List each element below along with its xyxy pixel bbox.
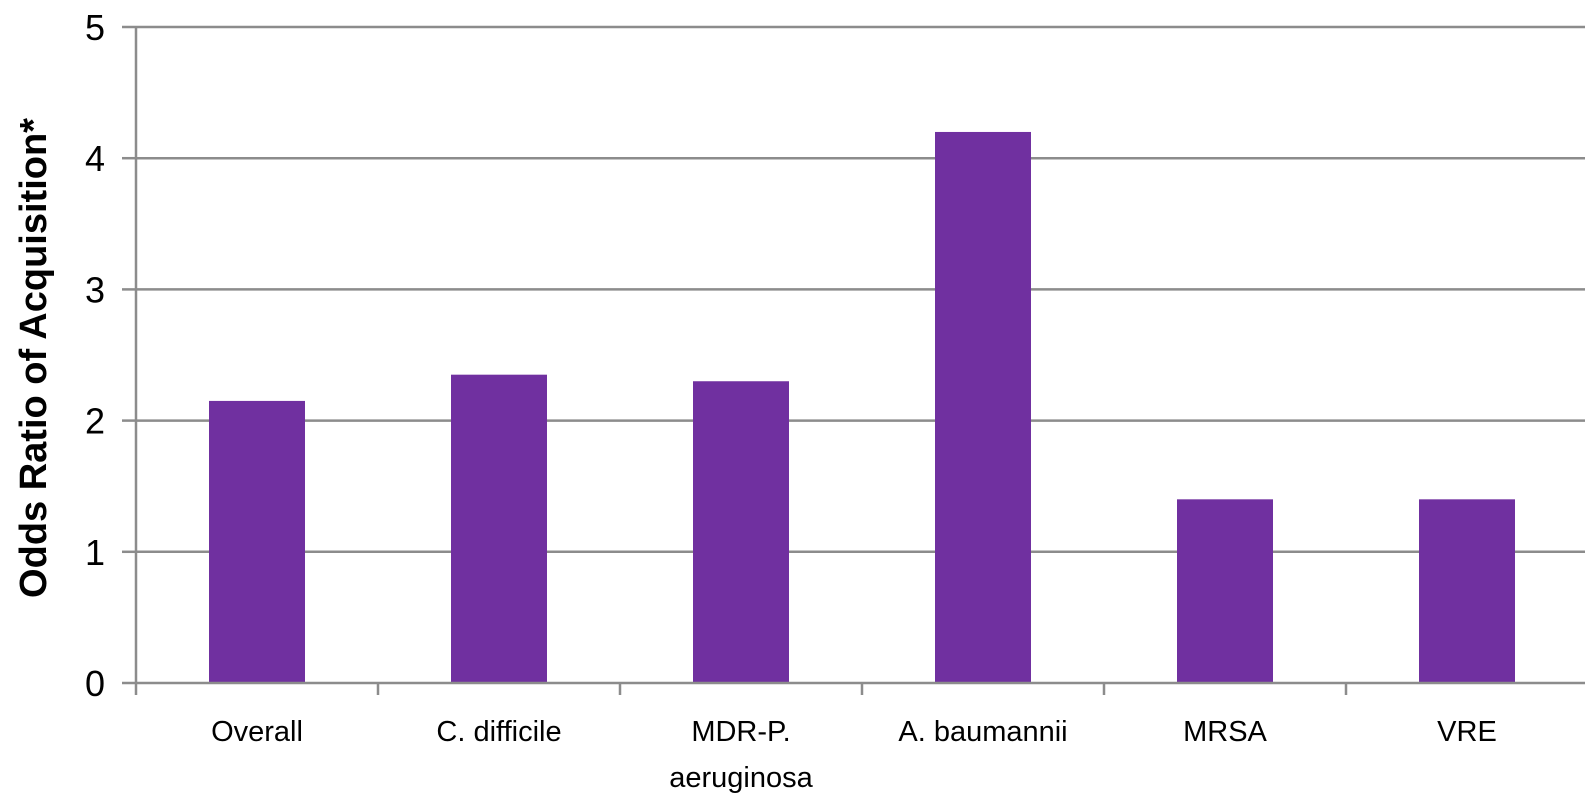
bar <box>1419 499 1515 683</box>
bar <box>451 374 547 683</box>
x-tick-labels: Overall C. difficile MDR-P. aeruginosa A. ba… <box>211 716 1497 794</box>
x-tick-label: VRE <box>1437 716 1497 748</box>
axes <box>122 25 1585 695</box>
bar <box>1177 499 1273 683</box>
x-tick-label-line: MDR-P. <box>691 716 790 748</box>
x-tick-label-line: aeruginosa <box>669 762 813 793</box>
bar <box>693 381 789 683</box>
x-tick-label-line: MRSA <box>1183 716 1267 748</box>
y-tick-label: 5 <box>85 7 105 48</box>
bar <box>935 131 1031 683</box>
y-tick-label: 2 <box>85 401 105 442</box>
y-tick-label: 3 <box>85 269 105 310</box>
y-tick-labels: 0 1 2 3 4 5 <box>85 7 105 704</box>
y-tick-label: 1 <box>85 532 105 573</box>
x-tick-label: MDR-P. aeruginosa <box>669 716 813 793</box>
bar <box>209 400 305 683</box>
x-tick-label: Overall <box>211 716 303 748</box>
x-tick-label-line: Overall <box>211 716 303 748</box>
x-tick-label: C. difficile <box>436 716 561 748</box>
y-tick-label: 0 <box>85 663 105 704</box>
y-tick-label: 4 <box>85 138 105 179</box>
x-tick-label: A. baumannii <box>898 716 1067 748</box>
bars <box>209 131 1515 683</box>
x-tick-label-line: A. baumannii <box>898 716 1067 748</box>
x-tick-label-line: VRE <box>1437 716 1497 748</box>
x-tick-label-line: C. difficile <box>436 716 561 748</box>
x-tick-label: MRSA <box>1183 716 1267 748</box>
y-axis-label: Odds Ratio of Acquisition* <box>13 118 55 598</box>
gridlines <box>136 25 1585 554</box>
